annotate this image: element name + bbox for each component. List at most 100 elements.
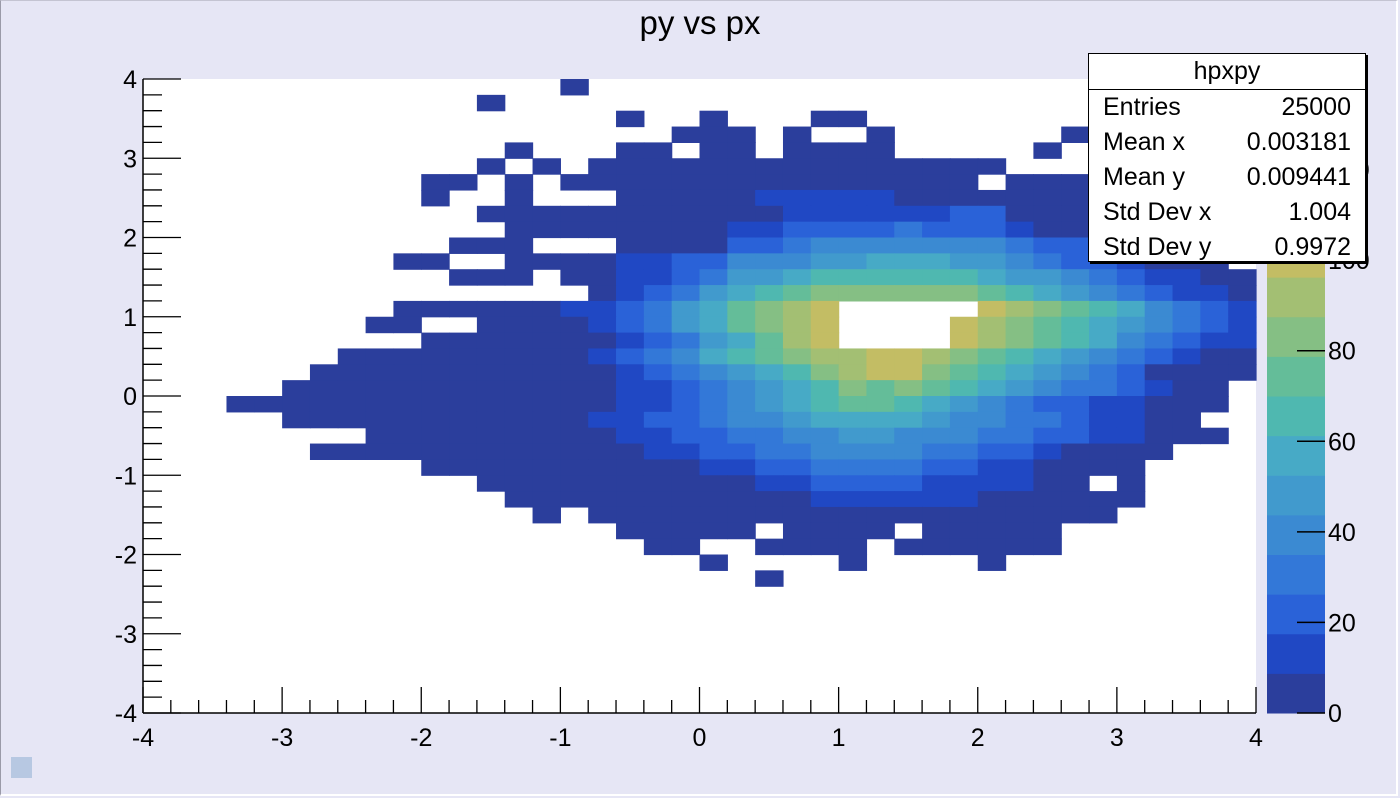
heatmap-cell (977, 380, 1007, 397)
heatmap-cell (226, 396, 255, 413)
heatmap-cell (894, 364, 923, 381)
heatmap-cell (643, 364, 673, 381)
heatmap-cell (1005, 237, 1035, 254)
heatmap-cell (504, 380, 534, 397)
stats-row-entries: Entries 25000 (1089, 90, 1365, 125)
heatmap-cell (949, 316, 979, 334)
heatmap-cell (838, 396, 868, 413)
heatmap-cell (1005, 364, 1035, 381)
heatmap-cell (1005, 411, 1035, 429)
heatmap-cell (1061, 126, 1090, 143)
heatmap-cell (838, 285, 868, 302)
heatmap-cell (560, 269, 589, 286)
heatmap-cell (727, 253, 756, 270)
heatmap-cell (727, 221, 756, 239)
heatmap-cell (1033, 522, 1062, 540)
heatmap-cell (476, 443, 506, 460)
heatmap-cell (643, 221, 673, 239)
heatmap-cell (782, 221, 812, 239)
heatmap-cell (838, 237, 868, 254)
heatmap-cell (1033, 253, 1062, 270)
heatmap-cell (532, 316, 561, 334)
heatmap-cell (838, 538, 868, 556)
heatmap-cell (1200, 348, 1229, 365)
heatmap-cell (949, 253, 979, 270)
heatmap-cell (699, 491, 728, 508)
heatmap-cell (922, 538, 951, 556)
heatmap-cell (977, 285, 1007, 302)
heatmap-cell (532, 332, 561, 350)
heatmap-cell (977, 221, 1007, 239)
heatmap-cell (671, 174, 701, 191)
heatmap-cell (949, 427, 979, 445)
heatmap-cell (532, 300, 561, 318)
heatmap-cell (532, 475, 561, 492)
heatmap-cell (977, 538, 1007, 556)
heatmap-cell (894, 538, 923, 556)
heatmap-cell (866, 126, 895, 143)
heatmap-cell (421, 348, 450, 365)
heatmap-cell (699, 237, 728, 254)
heatmap-cell (699, 300, 728, 318)
y-tick-label: 3 (123, 145, 137, 173)
heatmap-cell (365, 443, 395, 460)
heatmap-cell (727, 411, 756, 429)
heatmap-cell (1033, 285, 1062, 302)
heatmap-cell (476, 237, 506, 254)
heatmap-cell (560, 380, 589, 397)
heatmap-cell (699, 459, 728, 476)
heatmap-cell (532, 506, 561, 524)
heatmap-cell (810, 237, 840, 254)
heatmap-cell (866, 475, 895, 492)
heatmap-cell (1228, 269, 1257, 286)
heatmap-cell (421, 174, 450, 191)
heatmap-cell (1033, 538, 1062, 556)
heatmap-cell (671, 269, 701, 286)
heatmap-cell (866, 158, 895, 175)
heatmap-cell (810, 380, 840, 397)
heatmap-cell (616, 427, 645, 445)
heatmap-cell (560, 411, 589, 429)
colorbar-swatch (1267, 435, 1325, 476)
heatmap-cell (1005, 522, 1035, 540)
heatmap-cell (616, 475, 645, 492)
axes: -4 -3 -2 -1 0 1 2 3 4 -4 -3 -2 -1 0 1 2 3 4 (115, 66, 1263, 752)
heatmap-cell (894, 491, 923, 508)
heatmap-cell (727, 269, 756, 286)
heatmap-cell (616, 205, 645, 223)
heatmap-cell (866, 506, 895, 524)
stats-box[interactable]: hpxpy Entries 25000 Mean x 0.003181 Mean… (1088, 53, 1366, 262)
heatmap-cell (838, 253, 868, 270)
heatmap-cell (782, 142, 812, 159)
heatmap-cell (588, 158, 617, 175)
heatmap-cell (365, 396, 395, 413)
heatmap-cell (643, 142, 673, 159)
heatmap-cell (1061, 380, 1090, 397)
heatmap-cell (1005, 475, 1035, 492)
heatmap-cell (560, 396, 589, 413)
heatmap-cell (1033, 491, 1062, 508)
heatmap-cell (838, 427, 868, 445)
heatmap-cell (755, 364, 784, 381)
canvas-corner-marker[interactable] (11, 757, 32, 778)
heatmap-cell (588, 427, 617, 445)
heatmap-cell (616, 110, 645, 128)
heatmap-cell (393, 348, 422, 365)
heatmap-cell (838, 522, 868, 540)
heatmap-cell (476, 158, 506, 175)
heatmap-cell (476, 396, 506, 413)
heatmap-cell (616, 174, 645, 191)
heatmap-cell (782, 174, 812, 191)
heatmap-cell (894, 411, 923, 429)
heatmap-cell (1116, 269, 1146, 286)
heatmap-cell (699, 158, 728, 175)
heatmap-cell (393, 253, 422, 270)
heatmap-cell (671, 237, 701, 254)
heatmap-cell (922, 237, 951, 254)
heatmap-cell (476, 459, 506, 476)
heatmap-cell (810, 475, 840, 492)
heatmap-cell (1116, 459, 1146, 476)
heatmap-cell (365, 364, 395, 381)
colorbar-swatch (1267, 554, 1325, 595)
y-tick-label: 2 (123, 225, 137, 253)
